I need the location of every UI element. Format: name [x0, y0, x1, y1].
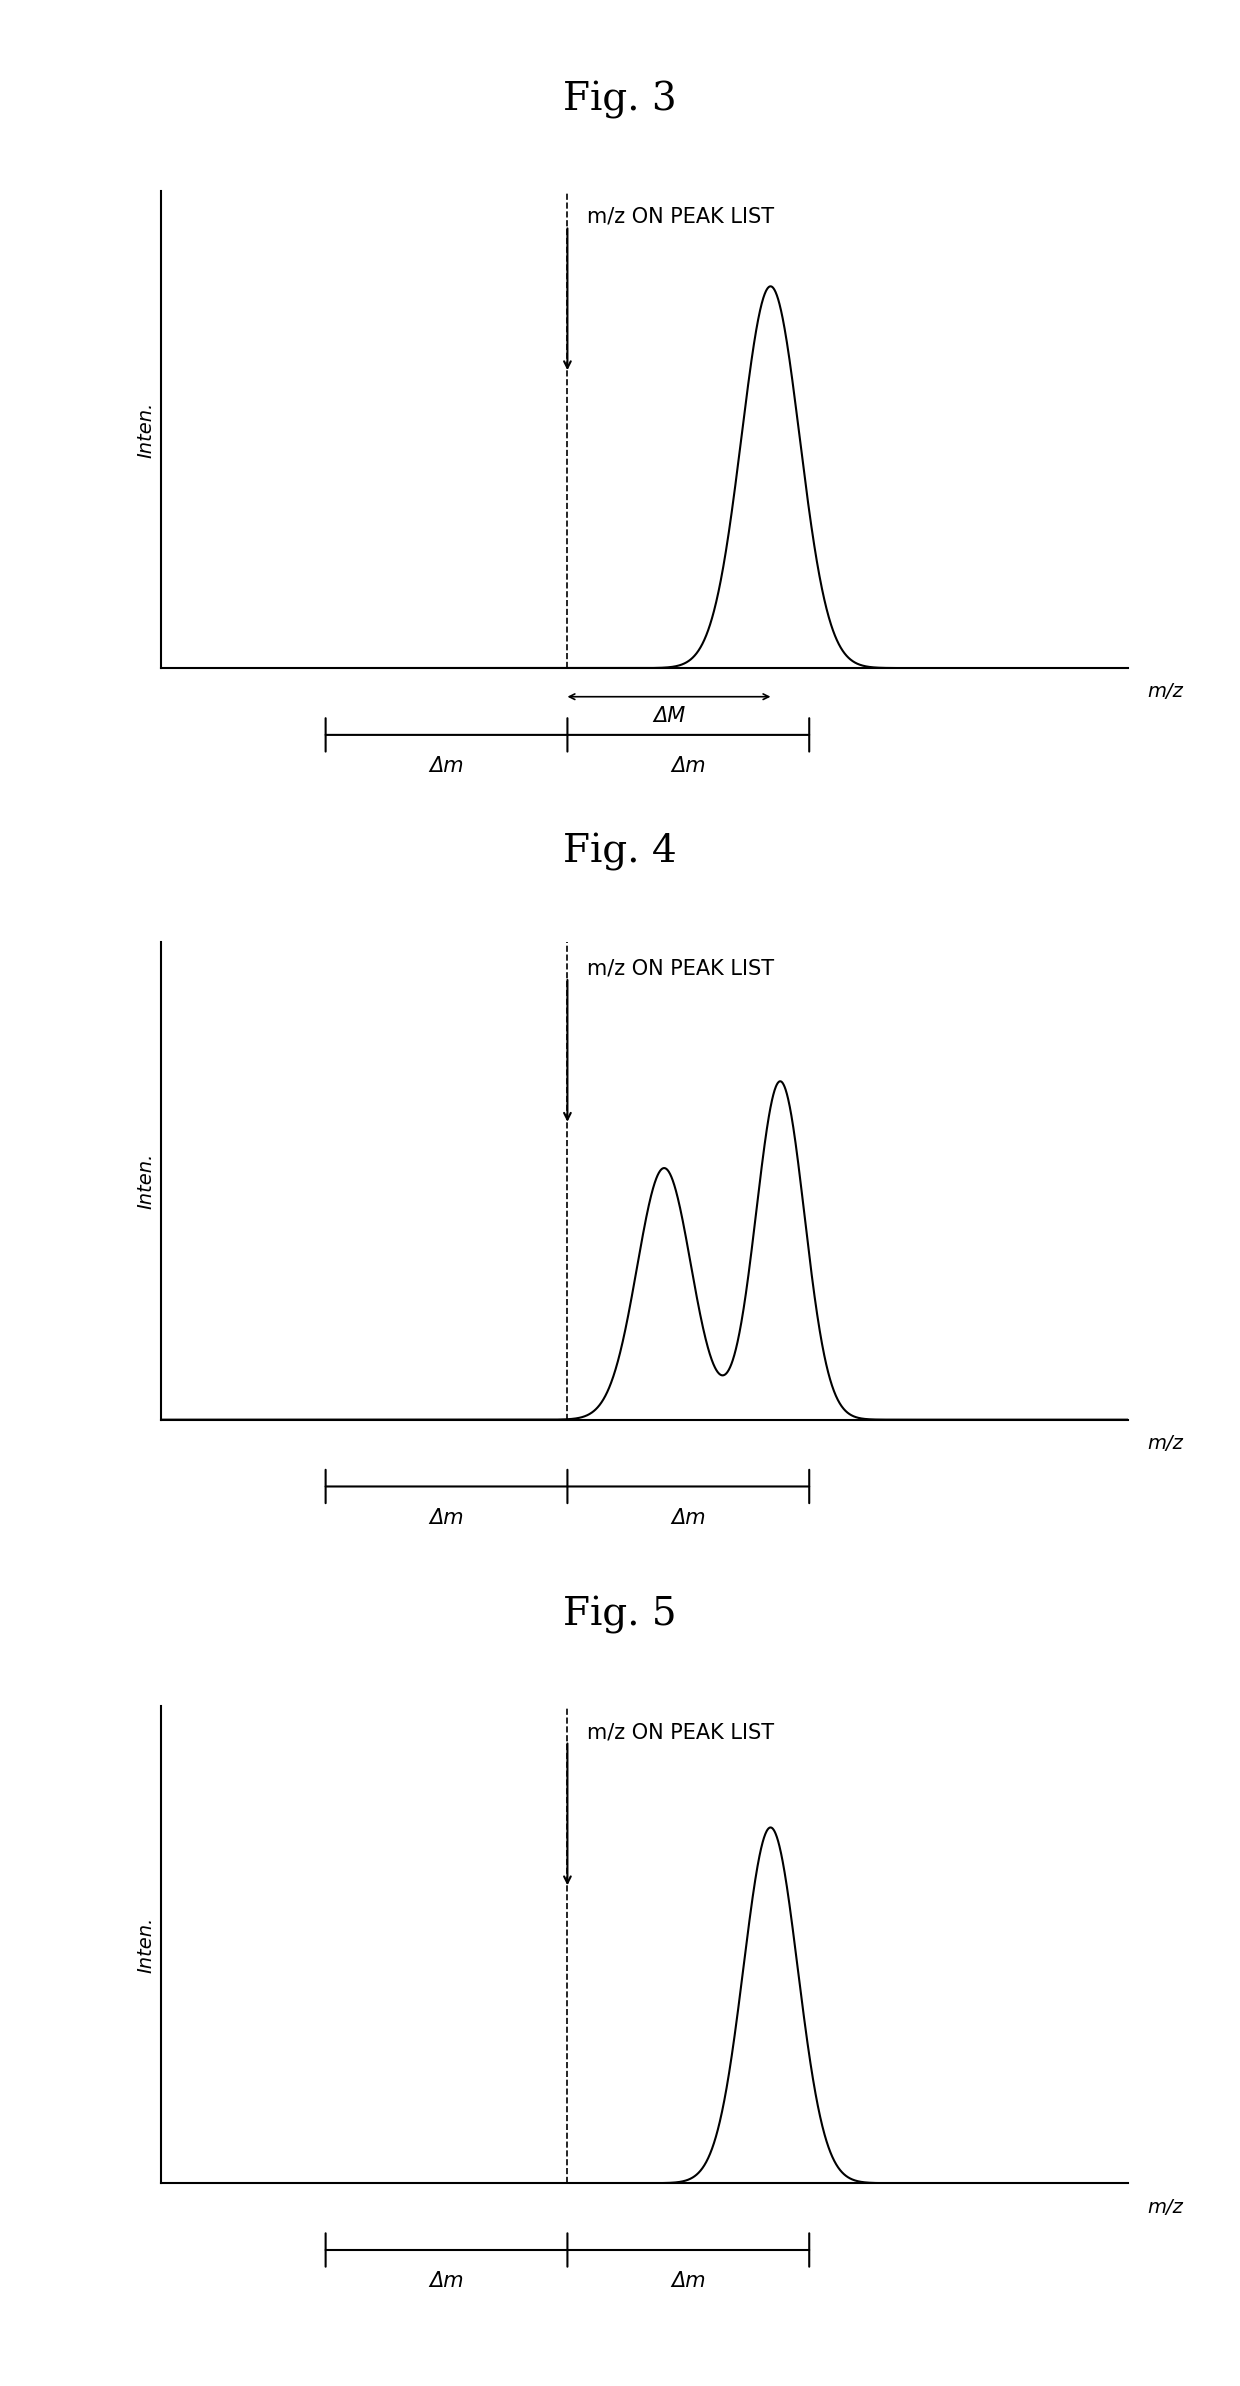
Text: Δm: Δm	[671, 1508, 706, 1527]
Text: ΔM: ΔM	[652, 706, 686, 725]
Text: m/z: m/z	[1148, 682, 1184, 701]
Y-axis label: Inten.: Inten.	[136, 401, 156, 458]
Text: Fig. 3: Fig. 3	[563, 81, 677, 119]
Text: Fig. 5: Fig. 5	[563, 1596, 677, 1634]
Text: Δm: Δm	[429, 756, 464, 775]
Text: m/z ON PEAK LIST: m/z ON PEAK LIST	[587, 1723, 774, 1742]
Text: m/z: m/z	[1148, 2198, 1184, 2217]
Text: Fig. 4: Fig. 4	[563, 833, 677, 871]
Text: m/z ON PEAK LIST: m/z ON PEAK LIST	[587, 208, 774, 227]
Y-axis label: Inten.: Inten.	[136, 1916, 156, 1973]
Text: m/z: m/z	[1148, 1434, 1184, 1453]
Y-axis label: Inten.: Inten.	[136, 1152, 156, 1210]
Text: m/z ON PEAK LIST: m/z ON PEAK LIST	[587, 959, 774, 978]
Text: Δm: Δm	[671, 2271, 706, 2291]
Text: Δm: Δm	[671, 756, 706, 775]
Text: Δm: Δm	[429, 1508, 464, 1527]
Text: Δm: Δm	[429, 2271, 464, 2291]
